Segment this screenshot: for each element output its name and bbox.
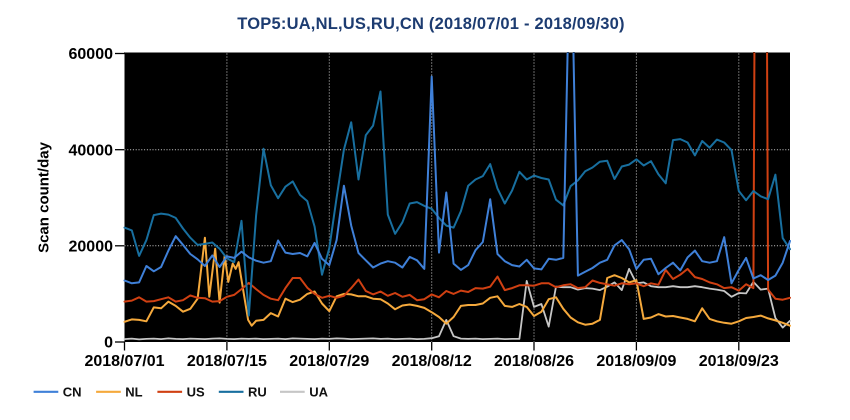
svg-text:2018/08/12: 2018/08/12 (392, 353, 472, 370)
svg-text:2018/07/29: 2018/07/29 (289, 353, 369, 370)
svg-text:US: US (187, 385, 205, 400)
svg-text:UA: UA (309, 385, 328, 400)
svg-text:2018/07/15: 2018/07/15 (187, 353, 267, 370)
svg-text:2018/09/23: 2018/09/23 (699, 353, 779, 370)
svg-text:40000: 40000 (69, 142, 114, 159)
svg-text:20000: 20000 (69, 239, 114, 256)
svg-text:Scan count/day: Scan count/day (36, 141, 53, 253)
svg-text:NL: NL (125, 385, 142, 400)
svg-text:RU: RU (248, 385, 267, 400)
svg-text:60000: 60000 (69, 46, 114, 63)
svg-text:2018/09/09: 2018/09/09 (596, 353, 676, 370)
svg-text:2018/07/01: 2018/07/01 (84, 353, 164, 370)
svg-text:TOP5:UA,NL,US,RU,CN (2018/07/0: TOP5:UA,NL,US,RU,CN (2018/07/01 - 2018/0… (237, 15, 624, 33)
svg-text:0: 0 (104, 335, 113, 352)
svg-text:CN: CN (63, 385, 82, 400)
svg-text:2018/08/26: 2018/08/26 (494, 353, 574, 370)
